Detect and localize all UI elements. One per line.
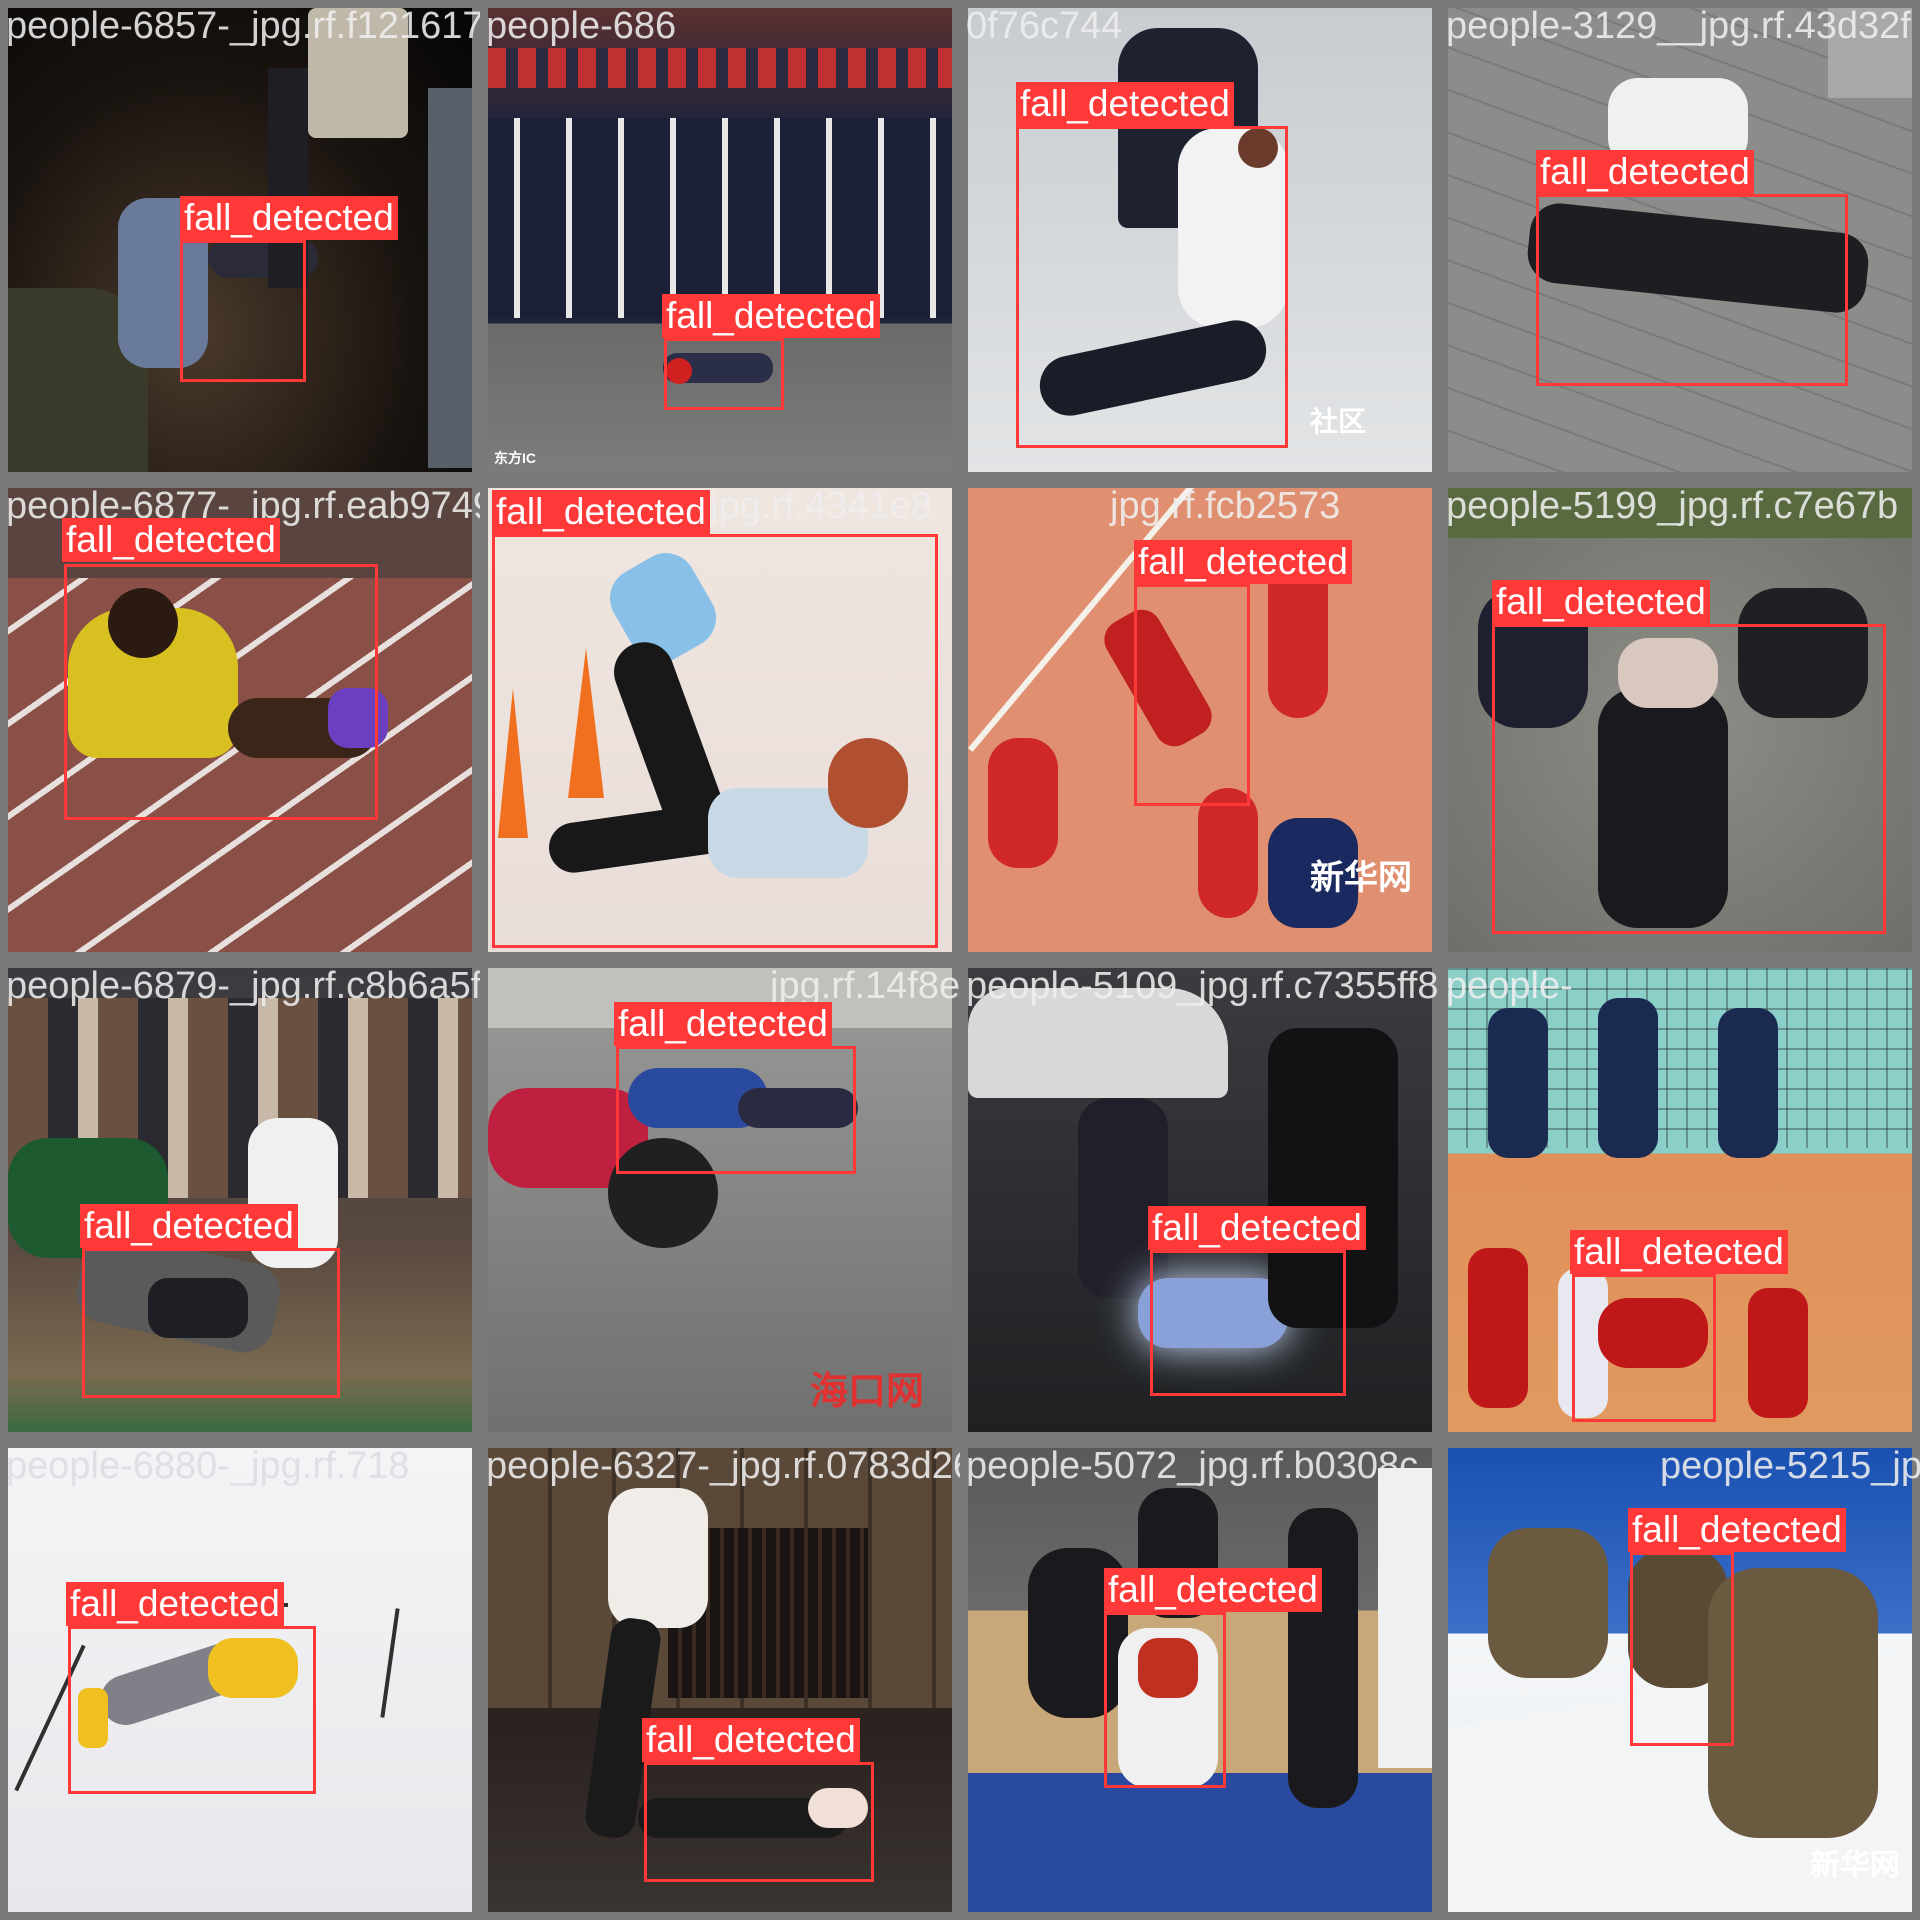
watermark: 海口网 [810, 1371, 925, 1413]
tile-13: fall_detected people-6880-_jpg.rf.718 [0, 1440, 480, 1920]
tile-16: 新华网 fall_detected people-5215_jpg.rf.f0a… [1440, 1440, 1920, 1920]
image-filename: people-6327-_jpg.rf.0783d26f [486, 1445, 960, 1487]
photo-snow-soldiers [1448, 1448, 1912, 1912]
image-filename: people-3129__jpg.rf.43d32f [1446, 5, 1911, 47]
tile-15: fall_detected people-5072_jpg.rf.b0308c [960, 1440, 1440, 1920]
image-filename: people-686 [486, 5, 677, 47]
detection-label: fall_detected [1134, 540, 1352, 584]
bounding-box [1134, 584, 1250, 806]
photo-night-street [968, 968, 1432, 1432]
bounding-box [68, 1626, 316, 1794]
detection-label: fall_detected [1148, 1206, 1366, 1250]
tile-5: fall_detected people-6877-_jpg.rf.eab974… [0, 480, 480, 960]
watermark: 新华网 [1810, 1849, 1900, 1882]
detection-label: fall_detected [1628, 1508, 1846, 1552]
watermark: 社区 [1310, 406, 1367, 437]
detection-label: fall_detected [66, 1582, 284, 1626]
image-filename: jpg.rf.fcb2573 [1110, 485, 1341, 527]
bounding-box [492, 534, 938, 948]
tile-14: fall_detected people-6327-_jpg.rf.0783d2… [480, 1440, 960, 1920]
tile-3: 社区 fall_detected 0f76c744 [960, 0, 1440, 480]
image-filename: jpg.rf.4341e8 [710, 485, 932, 527]
detection-label: fall_detected [1016, 82, 1234, 126]
tile-7: 新华网 fall_detected jpg.rf.fcb2573 [960, 480, 1440, 960]
tile-12: fall_detected people- [1440, 960, 1920, 1440]
watermark: 新华网 [1310, 859, 1412, 897]
bounding-box [180, 240, 306, 382]
photo-night-rescue [8, 8, 472, 472]
detection-label: fall_detected [1104, 1568, 1322, 1612]
photo-skate-fall [488, 488, 952, 952]
image-filename: jpg.rf.14f8e6e [770, 965, 960, 1007]
image-filename: people-6857-_jpg.rf.f121617 [6, 5, 480, 47]
detection-label: fall_detected [80, 1204, 298, 1248]
bounding-box [1630, 1552, 1734, 1746]
detection-label: fall_detected [614, 1002, 832, 1046]
photo-parade [488, 8, 952, 472]
tile-6: fall_detected jpg.rf.4341e8 [480, 480, 960, 960]
detection-label: fall_detected [1536, 150, 1754, 194]
bounding-box [1016, 126, 1288, 448]
detection-label: fall_detected [180, 196, 398, 240]
bounding-box [1150, 1250, 1346, 1396]
tile-9: fall_detected people-6879-_jpg.rf.c8b6a5… [0, 960, 480, 1440]
detection-label: fall_detected [1492, 580, 1710, 624]
detection-label: fall_detected [1570, 1230, 1788, 1274]
detection-label: fall_detected [662, 294, 880, 338]
image-filename: people- [1446, 965, 1573, 1007]
detection-label: fall_detected [62, 518, 280, 562]
image-filename: people-5072_jpg.rf.b0308c [966, 1445, 1419, 1487]
tile-2: 东方IC fall_detected people-686 [480, 0, 960, 480]
image-filename: people-6880-_jpg.rf.718 [6, 1445, 410, 1487]
photo-ski-fall [8, 1448, 472, 1912]
image-filename: people-5199_jpg.rf.c7e67b [1446, 485, 1899, 527]
bounding-box [1104, 1612, 1226, 1788]
bounding-box [1572, 1274, 1716, 1422]
photo-sidewalk [1448, 8, 1912, 472]
image-filename: 0f76c744 [966, 5, 1123, 47]
tile-4: fall_detected people-3129__jpg.rf.43d32f [1440, 0, 1920, 480]
watermark: 东方IC [494, 450, 536, 466]
bounding-box [82, 1248, 340, 1398]
tile-1: fall_detected people-6857-_jpg.rf.f12161… [0, 0, 480, 480]
image-filename: people-5215_jpg.rf.f0ae3fa [1660, 1445, 1920, 1487]
photo-court-injury [968, 1448, 1432, 1912]
bounding-box [616, 1046, 856, 1174]
photo-volleyball-dive [1448, 968, 1912, 1432]
photo-street-collapse [488, 1448, 952, 1912]
detection-label: fall_detected [492, 490, 710, 534]
image-filename: people-6879-_jpg.rf.c8b6a5f [6, 965, 480, 1007]
bounding-box [64, 564, 378, 820]
detection-label: fall_detected [642, 1718, 860, 1762]
tile-8: fall_detected people-5199_jpg.rf.c7e67b [1440, 480, 1920, 960]
bounding-box [644, 1762, 874, 1882]
image-filename: people-5109_jpg.rf.c7355ff8 [966, 965, 1439, 1007]
tile-10: 海口网 fall_detected jpg.rf.14f8e6e [480, 960, 960, 1440]
bounding-box [1492, 624, 1886, 934]
bounding-box [664, 338, 784, 410]
tile-11: fall_detected people-5109_jpg.rf.c7355ff… [960, 960, 1440, 1440]
photo-ground-aid [1448, 488, 1912, 952]
bounding-box [1536, 194, 1848, 386]
